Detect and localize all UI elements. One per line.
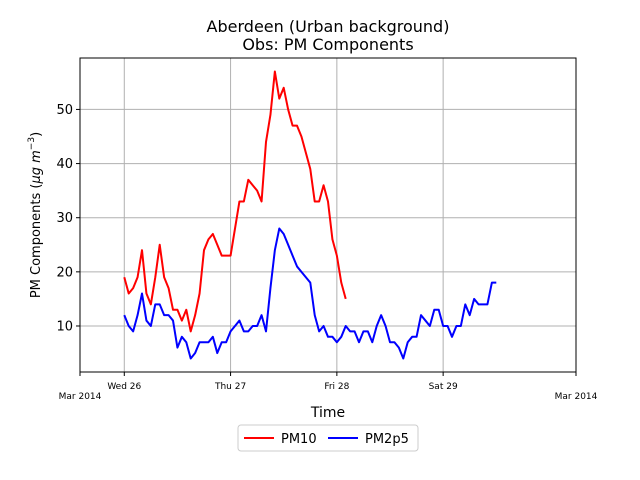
x-axis-label: Time: [310, 405, 345, 421]
legend: PM10 PM2p5: [237, 424, 419, 452]
chart-title: Aberdeen (Urban background): [207, 17, 450, 36]
y-tick-label: 10: [56, 319, 73, 334]
chart-subtitle: Obs: PM Components: [242, 35, 413, 54]
y-tick-label: 20: [56, 265, 73, 280]
y-tick-label: 40: [56, 157, 73, 172]
x-axis: Mar 2014 Wed 26 Thu 27 Fri 28 Sat 29 Mar 2014: [59, 372, 598, 402]
series-line-pm10: [123, 70, 347, 333]
y-axis-label-exp: −3: [27, 137, 37, 150]
x-tick-sublabel: Mar 2014: [59, 392, 102, 402]
y-axis: 10 20 30 40 50: [56, 103, 80, 334]
y-axis-label: PM Components (μg m−3): [27, 132, 44, 298]
legend-label-pm10: PM10: [281, 432, 317, 447]
x-tick-label: Thu 27: [214, 382, 246, 392]
y-axis-label-main: PM Components (: [29, 184, 44, 299]
legend-label-pm2p5: PM2p5: [365, 432, 409, 447]
series-line-pm2p5: [123, 227, 497, 360]
x-tick-label: Wed 26: [107, 382, 141, 392]
y-tick-label: 50: [56, 103, 73, 118]
y-axis-label-unit: μg m: [29, 150, 44, 184]
y-axis-label-close: ): [29, 132, 44, 137]
plot-frame: [79, 57, 577, 373]
series-layer: [123, 70, 497, 360]
grid: [80, 58, 576, 372]
x-tick-label: Sat 29: [429, 382, 458, 392]
x-tick-sublabel: Mar 2014: [555, 392, 598, 402]
x-tick-label: Fri 28: [324, 382, 349, 392]
y-tick-label: 30: [56, 211, 73, 226]
